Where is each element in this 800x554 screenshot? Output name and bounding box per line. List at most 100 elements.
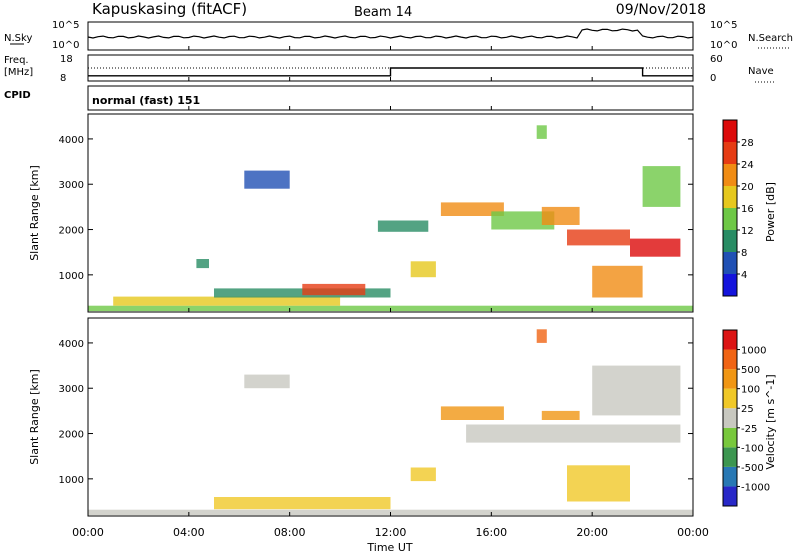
- power-range-tick-label-1: 2000: [59, 226, 84, 237]
- power-region-10: [541, 206, 580, 225]
- power-colorbar-band-2: [723, 230, 737, 252]
- velocity-range-tick-label-2: 3000: [59, 384, 84, 395]
- velocity-cells: [88, 329, 693, 516]
- velocity-region-2: [410, 467, 436, 482]
- date-label: 09/Nov/2018: [616, 2, 706, 18]
- velocity-region-5: [541, 410, 580, 420]
- velocity-colorbar: 1000 500 100 25 -25 -100 -500 -1000: [722, 329, 770, 507]
- power-cells: [88, 125, 693, 312]
- velocity-range-tick-label-0: 1000: [59, 475, 84, 486]
- velocity-colorbar-label-3: 25: [741, 404, 754, 415]
- power-region-14: [536, 125, 547, 139]
- freq-label-1: Freq.: [4, 55, 29, 66]
- power-colorbar-label: Power [dB]: [764, 182, 777, 242]
- velocity-region-7: [466, 424, 681, 443]
- power-region-2: [214, 288, 391, 298]
- n-search-label: N.Search: [748, 33, 793, 44]
- velocity-colorbar-frame: [722, 329, 738, 507]
- time-tick-label-3: 12:00: [375, 526, 407, 539]
- power-colorbar-label-2: 12: [741, 226, 754, 237]
- power-axis-ticks: 1000 2000 3000 4000: [59, 135, 693, 282]
- velocity-panel: 1000 2000 3000 4000 Slant Range [km]: [28, 317, 694, 517]
- power-range-tick-label-2: 3000: [59, 180, 84, 191]
- cpid-label: CPID: [4, 90, 31, 101]
- velocity-colorbar-band-2: [723, 447, 737, 467]
- velocity-colorbar-band-0: [723, 486, 737, 506]
- power-region-9: [491, 211, 555, 230]
- velocity-range-axis-label: Slant Range [km]: [28, 369, 41, 465]
- freq-label-2: [MHz]: [4, 67, 33, 78]
- power-colorbar-band-7: [723, 120, 737, 142]
- power-colorbar-label-4: 20: [741, 182, 754, 193]
- time-tick-label-6: 00:00: [677, 526, 709, 539]
- nave-tick-high: 60: [710, 54, 723, 65]
- power-colorbar-band-5: [723, 164, 737, 186]
- time-axis-label: Time UT: [366, 541, 412, 554]
- power-colorbar-band-0: [723, 274, 737, 296]
- velocity-colorbar-band-5: [723, 388, 737, 409]
- velocity-colorbar-band-4: [723, 408, 737, 428]
- cpid-value: normal (fast) 151: [92, 94, 200, 107]
- n-sky-label: N.Sky: [4, 33, 32, 44]
- velocity-colorbar-label-0: 1000: [741, 346, 766, 357]
- velocity-colorbar-label-1: 500: [741, 365, 760, 376]
- power-region-7: [377, 220, 429, 232]
- power-colorbar: 4 8 12 16 20 24 28: [722, 119, 754, 297]
- power-colorbar-band-6: [723, 142, 737, 164]
- velocity-colorbar-label-5: -100: [741, 443, 764, 454]
- power-region-5: [196, 259, 209, 269]
- velocity-region-4: [440, 406, 504, 420]
- power-colorbar-label-0: 4: [741, 270, 747, 281]
- freq-tick-high: 18: [60, 54, 73, 65]
- power-range-tick-label-3: 4000: [59, 135, 84, 146]
- time-tick-label-0: 00:00: [72, 526, 104, 539]
- velocity-colorbar-band-8: [723, 330, 737, 350]
- velocity-region-6: [536, 329, 547, 343]
- velocity-region-9: [567, 465, 630, 502]
- velocity-region-1: [214, 497, 391, 510]
- power-panel: 1000 2000 3000 4000 Slant Range [km]: [28, 113, 694, 313]
- frequency-series: [88, 67, 693, 77]
- power-colorbar-label-6: 28: [741, 138, 754, 149]
- time-tick-label-1: 04:00: [173, 526, 205, 539]
- power-colorbar-band-1: [723, 252, 737, 274]
- n-sky-series: [87, 28, 694, 39]
- velocity-range-tick-label-3: 4000: [59, 339, 84, 350]
- nave-tick-low: 0: [710, 73, 716, 84]
- nave-label: Nave: [748, 66, 774, 77]
- time-tick-label-4: 16:00: [475, 526, 507, 539]
- station-title: Kapuskasing (fitACF): [92, 0, 247, 18]
- velocity-axis-ticks: 1000 2000 3000 4000: [59, 339, 693, 486]
- power-region-15: [642, 166, 681, 207]
- velocity-colorbar-band-7: [723, 349, 737, 370]
- velocity-region-8: [592, 365, 681, 416]
- power-region-4: [244, 170, 290, 189]
- power-colorbar-label-5: 24: [741, 160, 754, 171]
- time-tick-label-5: 20:00: [576, 526, 608, 539]
- power-colorbar-label-3: 16: [741, 204, 754, 215]
- power-colorbar-label-1: 8: [741, 248, 747, 259]
- velocity-colorbar-label-2: 100: [741, 385, 760, 396]
- freq-tick-low: 8: [60, 73, 66, 84]
- power-region-12: [630, 238, 681, 257]
- noise-panel: N.Sky 10^5 10^0 10^5 10^0 N.Search: [4, 20, 793, 51]
- velocity-colorbar-band-1: [723, 466, 737, 487]
- time-tick-label-2: 08:00: [274, 526, 306, 539]
- velocity-colorbar-band-6: [723, 369, 737, 389]
- velocity-colorbar-label-4: -25: [741, 424, 757, 435]
- velocity-colorbar-band-3: [723, 427, 737, 448]
- velocity-colorbar-label-7: -1000: [741, 482, 770, 493]
- power-colorbar-band-3: [723, 208, 737, 230]
- power-region-6: [410, 261, 436, 278]
- n-search-tick-low: 10^0: [710, 40, 737, 51]
- time-axis: 00:00 04:00 08:00 12:00 16:00 20:00 00:00: [72, 46, 709, 539]
- power-region-3: [302, 283, 366, 296]
- power-region-8: [440, 202, 504, 216]
- power-range-tick-label-0: 1000: [59, 271, 84, 282]
- power-region-13: [592, 265, 643, 298]
- power-region-1: [113, 296, 341, 306]
- velocity-colorbar-label-6: -500: [741, 463, 764, 474]
- n-sky-tick-high: 10^5: [52, 20, 79, 31]
- power-region-11: [567, 229, 630, 246]
